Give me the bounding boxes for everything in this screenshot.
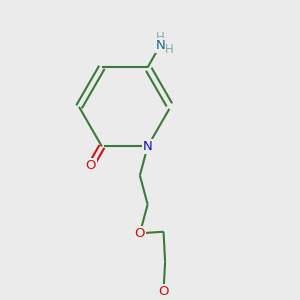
Text: O: O [158,285,169,298]
Text: N: N [155,39,165,52]
Text: H: H [165,43,173,56]
Text: O: O [85,159,96,172]
Text: H: H [156,31,165,44]
Text: O: O [135,227,145,240]
Text: N: N [143,140,152,153]
